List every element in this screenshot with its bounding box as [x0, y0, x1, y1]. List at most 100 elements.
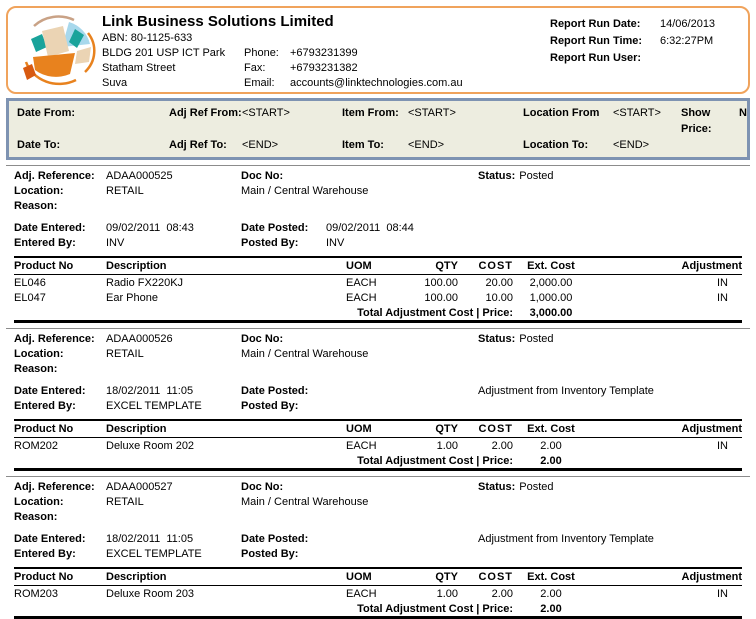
- reason-label: Reason:: [14, 363, 58, 375]
- item-from-value: <START>: [408, 107, 456, 119]
- status-label: Status:: [478, 170, 516, 182]
- reason-value: [106, 362, 241, 377]
- status-value: Posted: [519, 481, 554, 493]
- cost-cell: 2.00: [491, 440, 513, 452]
- entered-by-value: INV: [106, 237, 125, 249]
- reason-value: [106, 510, 241, 525]
- uom-cell: EACH: [346, 292, 377, 304]
- date-posted-value: 09/02/2011 08:44: [326, 222, 414, 234]
- status-label: Status:: [478, 333, 516, 345]
- report-run-time-value: 6:32:27PM: [660, 35, 714, 47]
- col-cost: COST: [458, 420, 513, 438]
- total-row: Total Adjustment Cost | Price: 3,000.00: [14, 305, 742, 322]
- product-row: EL047 Ear Phone EACH 100.00 10.00 1,000.…: [14, 290, 742, 305]
- uom-cell: EACH: [346, 440, 377, 452]
- adjustment-section: Adj. Reference: ADAA000527 Doc No: Statu…: [6, 476, 750, 619]
- col-uom: UOM: [346, 257, 404, 275]
- entered-by-value: EXCEL TEMPLATE: [106, 548, 202, 560]
- adj-ref-to-value: <END>: [242, 139, 279, 151]
- location-name: Main / Central Warehouse: [241, 348, 369, 360]
- fax-label: Fax:: [244, 62, 266, 74]
- total-value: 2.00: [540, 603, 562, 615]
- adjustment-table: Product No Description UOM QTY COST Ext.…: [14, 567, 742, 619]
- report-body: Adj. Reference: ADAA000525 Doc No: Statu…: [6, 165, 750, 619]
- date-entered-value: 09/02/2011 08:43: [106, 222, 194, 234]
- product-no-cell: ROM202: [14, 440, 59, 452]
- adjustment-section: Adj. Reference: ADAA000526 Doc No: Statu…: [6, 328, 750, 471]
- posted-by-value: INV: [326, 237, 345, 249]
- product-no-cell: ROM203: [14, 588, 59, 600]
- location-label: Location:: [14, 348, 64, 360]
- adj-ref-from-label: Adj Ref From:: [169, 107, 242, 119]
- location-name: Main / Central Warehouse: [241, 496, 369, 508]
- table-header-row: Product No Description UOM QTY COST Ext.…: [14, 257, 742, 275]
- doc-no-label: Doc No:: [241, 170, 284, 182]
- company-logo: [18, 13, 102, 88]
- col-product-no: Product No: [14, 257, 106, 275]
- adj-reference-value: ADAA000525: [106, 170, 173, 182]
- cost-cell: 10.00: [485, 292, 513, 304]
- section-dates: Date Entered: 09/02/2011 08:43 Date Post…: [14, 221, 742, 251]
- phone-value: +6793231399: [290, 47, 358, 59]
- section-dates: Date Entered: 18/02/2011 11:05 Date Post…: [14, 384, 742, 414]
- date-posted-label: Date Posted:: [241, 385, 309, 397]
- section-info: Adj. Reference: ADAA000525 Doc No: Statu…: [14, 169, 742, 214]
- description-cell: Ear Phone: [106, 292, 158, 304]
- ext-cost-cell: 2.00: [540, 588, 562, 600]
- uom-cell: EACH: [346, 588, 377, 600]
- total-label: Total Adjustment Cost | Price:: [357, 603, 513, 615]
- item-from-label: Item From:: [342, 107, 399, 119]
- status-cell: Status: Posted: [478, 169, 742, 184]
- col-adjustment: Adjustment: [589, 257, 742, 275]
- date-entered-label: Date Entered:: [14, 533, 86, 545]
- location-to-label: Location To:: [523, 139, 589, 151]
- filter-row-from: Date From: Adj Ref From: <START> Item Fro…: [17, 105, 747, 137]
- status-value: Posted: [519, 333, 554, 345]
- adj-ref-from-value: <START>: [242, 107, 290, 119]
- uom-cell: EACH: [346, 277, 377, 289]
- report-header: Link Business Solutions Limited ABN: 80-…: [6, 6, 750, 94]
- adjustment-cell: IN: [717, 588, 728, 600]
- description-cell: Deluxe Room 202: [106, 440, 195, 452]
- address-line-3: Suva: [102, 77, 128, 89]
- total-label: Total Adjustment Cost | Price:: [357, 455, 513, 467]
- product-row: EL046 Radio FX220KJ EACH 100.00 20.00 2,…: [14, 275, 742, 291]
- location-value: RETAIL: [106, 496, 144, 508]
- reason-label: Reason:: [14, 511, 58, 523]
- doc-no-label: Doc No:: [241, 333, 284, 345]
- qty-cell: 100.00: [424, 292, 458, 304]
- posted-by-label: Posted By:: [241, 548, 299, 560]
- col-qty: QTY: [404, 420, 458, 438]
- report-run-date-value: 14/06/2013: [660, 18, 716, 30]
- adjustment-cell: IN: [717, 277, 728, 289]
- adj-ref-to-label: Adj Ref To:: [169, 139, 227, 151]
- report-run-time-label: Report Run Time:: [550, 35, 643, 47]
- date-posted-value: [326, 384, 478, 399]
- cost-cell: 20.00: [485, 277, 513, 289]
- cost-cell: 2.00: [491, 588, 513, 600]
- ext-cost-cell: 1,000.00: [529, 292, 573, 304]
- adjustment-section: Adj. Reference: ADAA000525 Doc No: Statu…: [6, 165, 750, 323]
- adjustment-cell: IN: [717, 292, 728, 304]
- total-row: Total Adjustment Cost | Price: 2.00: [14, 601, 742, 618]
- col-product-no: Product No: [14, 420, 106, 438]
- entered-by-value: EXCEL TEMPLATE: [106, 400, 202, 412]
- date-entered-value: 18/02/2011 11:05: [106, 533, 194, 545]
- product-rows: ROM202 Deluxe Room 202 EACH 1.00 2.00 2.…: [14, 438, 742, 454]
- product-rows: ROM203 Deluxe Room 203 EACH 1.00 2.00 2.…: [14, 586, 742, 602]
- email-label: Email:: [244, 77, 275, 89]
- product-no-cell: EL047: [14, 292, 46, 304]
- total-value: 2.00: [540, 455, 562, 467]
- total-row: Total Adjustment Cost | Price: 2.00: [14, 453, 742, 470]
- report-run-info: Report Run Date: 14/06/2013 Report Run T…: [550, 13, 740, 88]
- show-price-value: N: [739, 107, 747, 119]
- col-adjustment: Adjustment: [589, 568, 742, 586]
- entered-by-label: Entered By:: [14, 237, 76, 249]
- show-price-label: Show Price:: [681, 107, 712, 135]
- location-value: RETAIL: [106, 185, 144, 197]
- date-posted-value: [326, 532, 478, 547]
- email-value: accounts@linktechnologies.com.au: [290, 77, 463, 89]
- report-run-user-label: Report Run User:: [550, 52, 642, 64]
- date-posted-label: Date Posted:: [241, 222, 309, 234]
